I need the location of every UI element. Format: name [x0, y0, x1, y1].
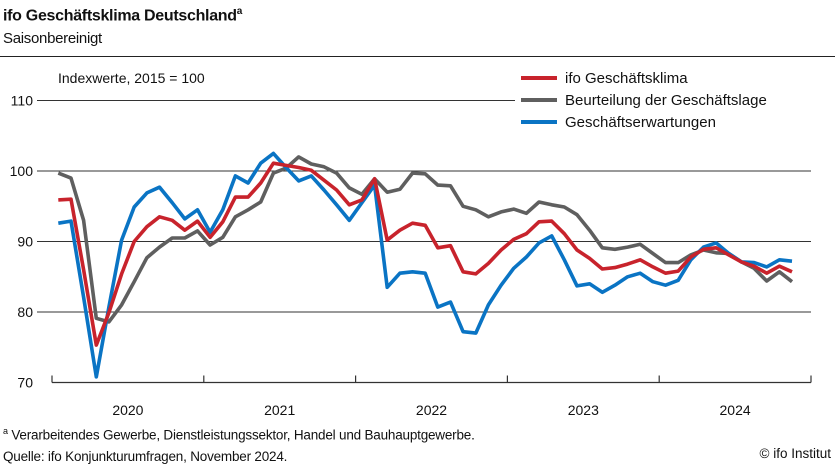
x-tick-label: 2021: [264, 402, 295, 418]
legend-box: [515, 64, 833, 132]
chart-title: ifo Geschäftsklima Deutschlanda: [3, 6, 242, 25]
title-footnote-marker: a: [236, 6, 243, 17]
y-tick-label: 80: [17, 304, 33, 320]
copyright: © ifo Institut: [759, 446, 831, 461]
x-tick-label: 2020: [112, 402, 143, 418]
y-tick-label: 100: [10, 163, 34, 179]
chart-subtitle: Saisonbereinigt: [3, 30, 102, 47]
line-chart: 70 80 90 100 110 2020 2021 2022 2023 2024 Indexwer…: [9, 64, 833, 418]
y-tick-label: 70: [17, 375, 33, 391]
footnote-marker: a: [3, 426, 8, 436]
source-note: Quelle: ifo Konjunkturumfragen, November…: [3, 449, 288, 464]
header-divider: [0, 56, 835, 57]
x-tick-label: 2023: [568, 402, 599, 418]
x-tick-label: 2024: [720, 402, 751, 418]
series-line-2: [58, 151, 793, 379]
y-tick-label: 110: [11, 93, 34, 109]
legend-label-0: ifo Geschäftsklima: [565, 70, 688, 87]
series-line-0: [58, 161, 793, 347]
footnote-text: Verarbeitendes Gewerbe, Dienstleistungss…: [11, 427, 475, 443]
unit-label: Indexwerte, 2015 = 100: [58, 70, 205, 86]
title-text: ifo Geschäftsklima Deutschland: [3, 7, 237, 25]
legend-label-1: Beurteilung der Geschäftslage: [565, 92, 767, 109]
footnote: a Verarbeitendes Gewerbe, Dienstleistung…: [3, 426, 475, 443]
y-tick-label: 90: [17, 234, 33, 250]
legend-label-2: Geschäftserwartungen: [565, 114, 716, 131]
x-tick-label: 2022: [416, 402, 447, 418]
series-line-1: [57, 155, 794, 324]
